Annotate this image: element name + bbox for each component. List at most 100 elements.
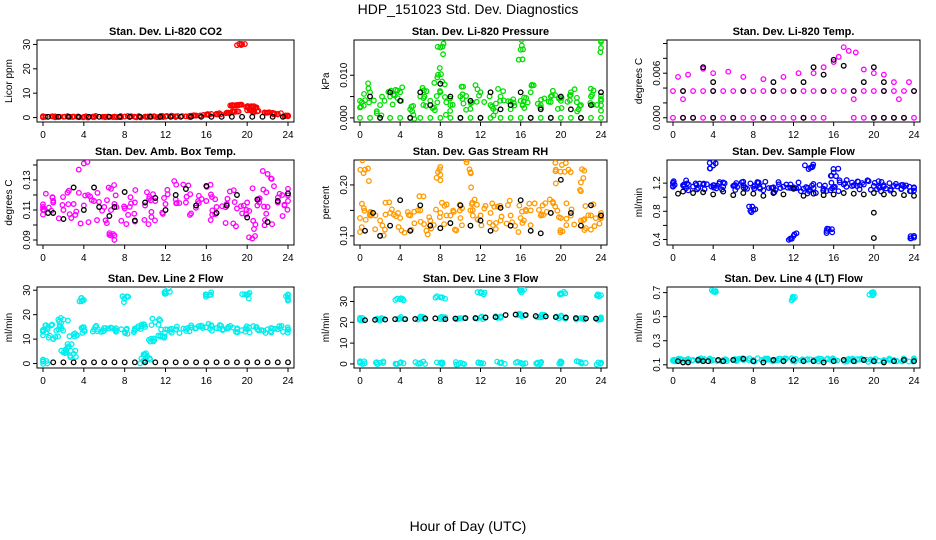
data-point (460, 100, 467, 107)
data-point (193, 359, 200, 366)
x-tick-label: 8 (438, 130, 444, 141)
data-point (409, 108, 416, 115)
data-point (102, 217, 109, 224)
data-point (408, 226, 415, 233)
data-point (901, 192, 907, 199)
data-point (738, 179, 745, 186)
data-point (750, 358, 757, 365)
data-point (830, 56, 837, 63)
data-point (259, 113, 266, 120)
x-tick-label: 12 (475, 376, 487, 387)
data-point (843, 183, 850, 190)
data-point (567, 114, 574, 121)
data-point (598, 359, 604, 366)
x-tick-label: 20 (868, 376, 880, 387)
data-point (701, 186, 708, 193)
data-point (410, 102, 417, 109)
data-point (579, 315, 586, 322)
data-point (437, 225, 444, 232)
data-point (810, 88, 817, 94)
data-point (365, 80, 372, 87)
data-point (357, 104, 363, 111)
data-point (249, 185, 256, 192)
data-point (260, 186, 267, 193)
data-point (531, 200, 538, 207)
data-point (750, 190, 757, 197)
panel-8: Stan. Dev. Line 3 Flow 0 4 8 12 16 20 24 0 10 20 30… (321, 273, 608, 387)
data-point (596, 293, 603, 300)
data-point (233, 223, 239, 230)
data-point (362, 317, 368, 324)
y-axis-label: degrees C (4, 179, 15, 225)
data-point (213, 325, 220, 332)
data-point (800, 88, 807, 94)
data-point (192, 325, 199, 332)
data-point (514, 358, 521, 365)
data-point (790, 114, 797, 121)
data-point (52, 334, 59, 340)
data-point (477, 114, 484, 121)
data-point (526, 200, 533, 207)
data-point (417, 202, 424, 209)
data-point (89, 328, 96, 335)
data-point (199, 323, 206, 330)
data-point (836, 179, 843, 186)
y-tick-label: 30 (22, 284, 33, 296)
data-point (548, 92, 555, 99)
data-point (89, 113, 96, 120)
data-point (680, 96, 686, 103)
data-point (713, 185, 720, 192)
data-point (244, 359, 251, 366)
data-point (705, 358, 712, 365)
data-point (176, 330, 183, 336)
panel-title: Stan. Dev. Line 4 (LT) Flow (724, 273, 863, 285)
data-point (55, 215, 62, 222)
panel-7: Stan. Dev. Line 2 Flow 0 4 8 12 16 20 24 0 10 20 30… (4, 273, 295, 387)
x-tick-label: 0 (670, 376, 676, 387)
data-point (447, 114, 454, 121)
data-point (497, 106, 504, 113)
data-point (167, 113, 174, 120)
data-point (594, 101, 600, 108)
data-point (447, 220, 454, 227)
data-point (113, 328, 119, 335)
x-tick-label: 16 (828, 130, 840, 141)
data-point (690, 114, 697, 121)
data-point (577, 179, 584, 186)
data-point (793, 185, 800, 192)
data-point (911, 88, 917, 94)
panel-title: Stan. Dev. Li-820 CO2 (109, 26, 222, 38)
x-tick-label: 24 (595, 376, 607, 387)
data-point (860, 88, 867, 94)
data-point (563, 222, 570, 229)
data-point (907, 188, 914, 195)
x-tick-label: 12 (788, 130, 800, 141)
data-point (382, 199, 389, 206)
data-point (420, 193, 427, 200)
data-point (357, 229, 363, 236)
data-point (151, 113, 157, 120)
y-tick-label: 0.006 (652, 60, 663, 85)
data-point (447, 212, 454, 219)
data-point (567, 106, 574, 113)
data-point (84, 160, 91, 165)
data-point (92, 323, 99, 330)
data-point (710, 79, 717, 86)
x-tick-label: 20 (868, 253, 880, 264)
data-point (492, 108, 499, 115)
data-point (142, 359, 149, 366)
data-point (40, 358, 46, 365)
data-point (911, 114, 917, 121)
x-tick-label: 12 (160, 130, 172, 141)
data-point (596, 220, 603, 227)
data-point (467, 100, 474, 107)
y-tick-label: 0.1 (652, 357, 663, 371)
data-point (567, 89, 574, 96)
data-point (440, 51, 447, 58)
data-point (173, 200, 180, 207)
data-point (755, 179, 762, 186)
data-point (582, 225, 589, 232)
data-point (790, 357, 797, 363)
data-point (242, 328, 249, 335)
data-point (131, 359, 138, 366)
